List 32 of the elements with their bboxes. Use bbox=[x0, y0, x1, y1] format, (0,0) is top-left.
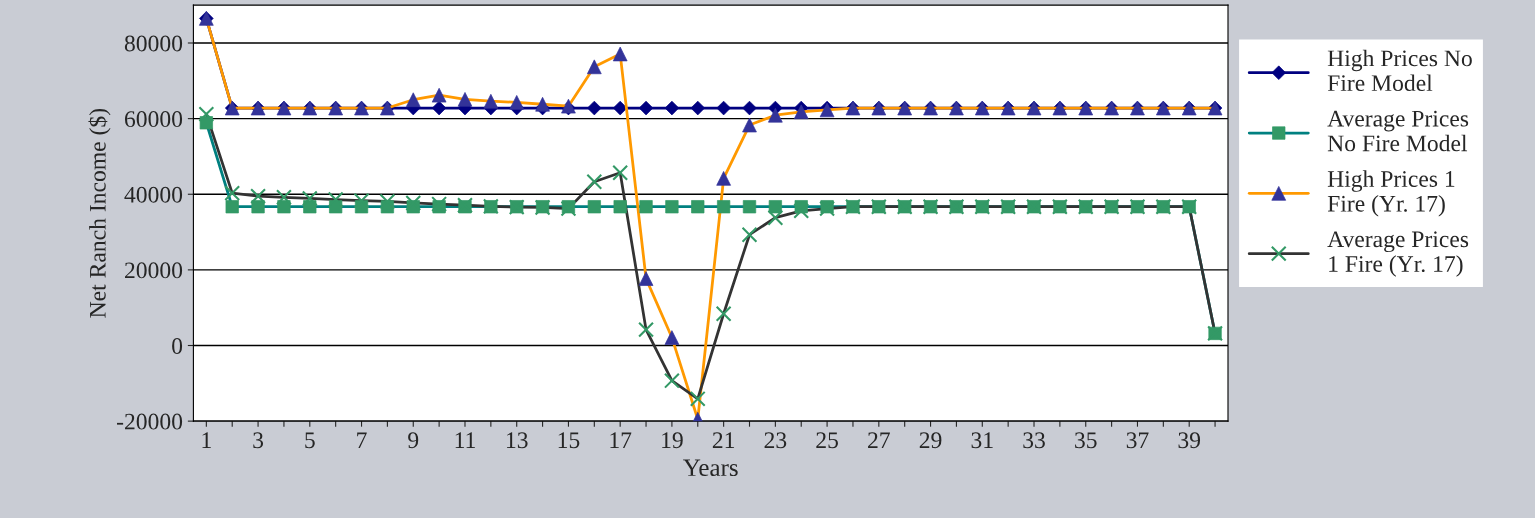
y-tick-label: 40000 bbox=[124, 186, 183, 203]
y-axis-title: Net Ranch Income ($) bbox=[88, 108, 111, 318]
x-tick-label: 5 bbox=[305, 432, 315, 449]
x-tick-label: 29 bbox=[919, 432, 942, 449]
x-tick-label: 35 bbox=[1075, 432, 1097, 449]
y-tick-label: 20000 bbox=[125, 262, 183, 279]
x-tick-label: 33 bbox=[1023, 432, 1045, 449]
x-tick-label: 37 bbox=[1126, 432, 1149, 449]
x-tick-label: 1 bbox=[202, 432, 211, 448]
y-tick-label: -20000 bbox=[116, 413, 183, 430]
x-tick-label: 39 bbox=[1178, 432, 1201, 449]
x-tick-label: 17 bbox=[610, 432, 632, 448]
y-tick-label: 0 bbox=[172, 338, 183, 354]
x-tick-label: 27 bbox=[868, 432, 890, 448]
x-tick-label: 11 bbox=[455, 432, 475, 448]
x-tick-label: 15 bbox=[558, 432, 580, 449]
x-tick-label: 3 bbox=[253, 432, 264, 449]
x-tick-label: 21 bbox=[712, 432, 735, 448]
x-tick-label: 9 bbox=[408, 432, 419, 449]
x-tick-label: 31 bbox=[971, 432, 993, 449]
legend-label: Average Prices 1 Fire (Yr. 17) bbox=[1327, 231, 1469, 277]
y-tick-label: 60000 bbox=[124, 111, 183, 128]
x-tick-label: 25 bbox=[816, 432, 838, 449]
x-tick-label: 7 bbox=[357, 432, 367, 448]
x-tick-label: 19 bbox=[662, 432, 683, 449]
legend-label: High Prices 1 Fire (Yr. 17) bbox=[1327, 170, 1455, 217]
x-axis-title: Years bbox=[683, 459, 738, 477]
x-tick-label: 23 bbox=[764, 432, 787, 449]
y-tick-label: 80000 bbox=[124, 35, 183, 52]
legend-label: Average Prices No Fire Model bbox=[1327, 110, 1469, 152]
legend-label: High Prices No Fire Model bbox=[1327, 49, 1472, 92]
x-tick-label: 13 bbox=[506, 432, 528, 449]
